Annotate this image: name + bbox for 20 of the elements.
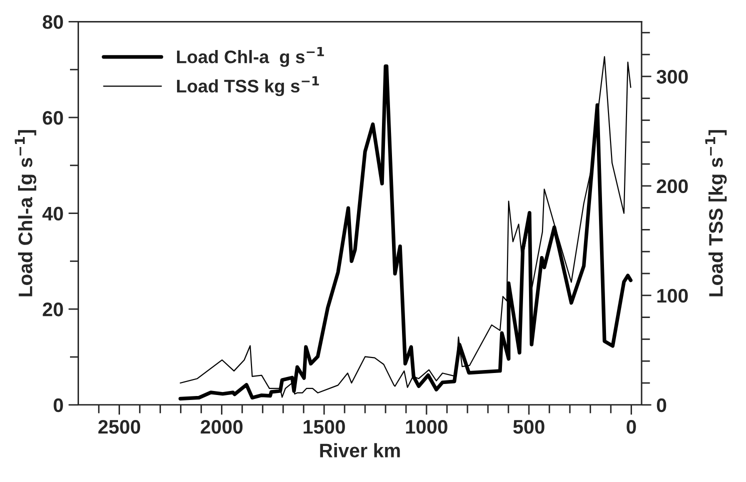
y2-tick-label: 0 (656, 398, 666, 412)
y2-tick-label: 200 (656, 179, 688, 194)
y-tick-label: 20 (42, 302, 63, 316)
x-tick-label: 2000 (200, 420, 243, 434)
x-tick-label: 0 (626, 420, 636, 434)
x-tick-label: 1000 (406, 420, 448, 434)
y-tick-label: 0 (54, 398, 63, 412)
x-tick-label: 1500 (304, 420, 345, 434)
y-axis-title: Load Chl-a [g s$^{−1}$] (14, 130, 36, 296)
y2-tick-label: 100 (657, 288, 688, 303)
y-tick-label: 80 (42, 15, 63, 29)
y2-tick-label: 300 (656, 70, 688, 84)
legend-label: Load TSS kg s$^{−1}$ (177, 76, 319, 96)
legend-label: Load Chl-a g s$^{−1}$ (177, 46, 324, 67)
x-tick-label: 2500 (98, 420, 140, 434)
x-axis-title: River km (320, 443, 400, 458)
y-tick-label: 40 (42, 206, 63, 221)
y-tick-label: 60 (42, 110, 63, 125)
y2-axis-title: Load TSS [kg s$^{−1}$] (705, 130, 727, 296)
x-tick-label: 500 (513, 420, 544, 434)
